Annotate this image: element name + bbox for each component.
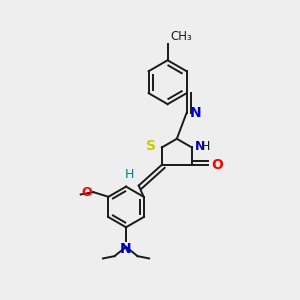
Text: S: S [146, 139, 156, 153]
Text: CH₃: CH₃ [170, 30, 192, 43]
Text: N: N [120, 242, 132, 256]
Text: O: O [82, 186, 92, 199]
Text: O: O [211, 158, 223, 172]
Text: N: N [195, 140, 206, 153]
Text: N: N [189, 106, 201, 120]
Text: H: H [201, 140, 211, 153]
Text: H: H [125, 168, 134, 181]
